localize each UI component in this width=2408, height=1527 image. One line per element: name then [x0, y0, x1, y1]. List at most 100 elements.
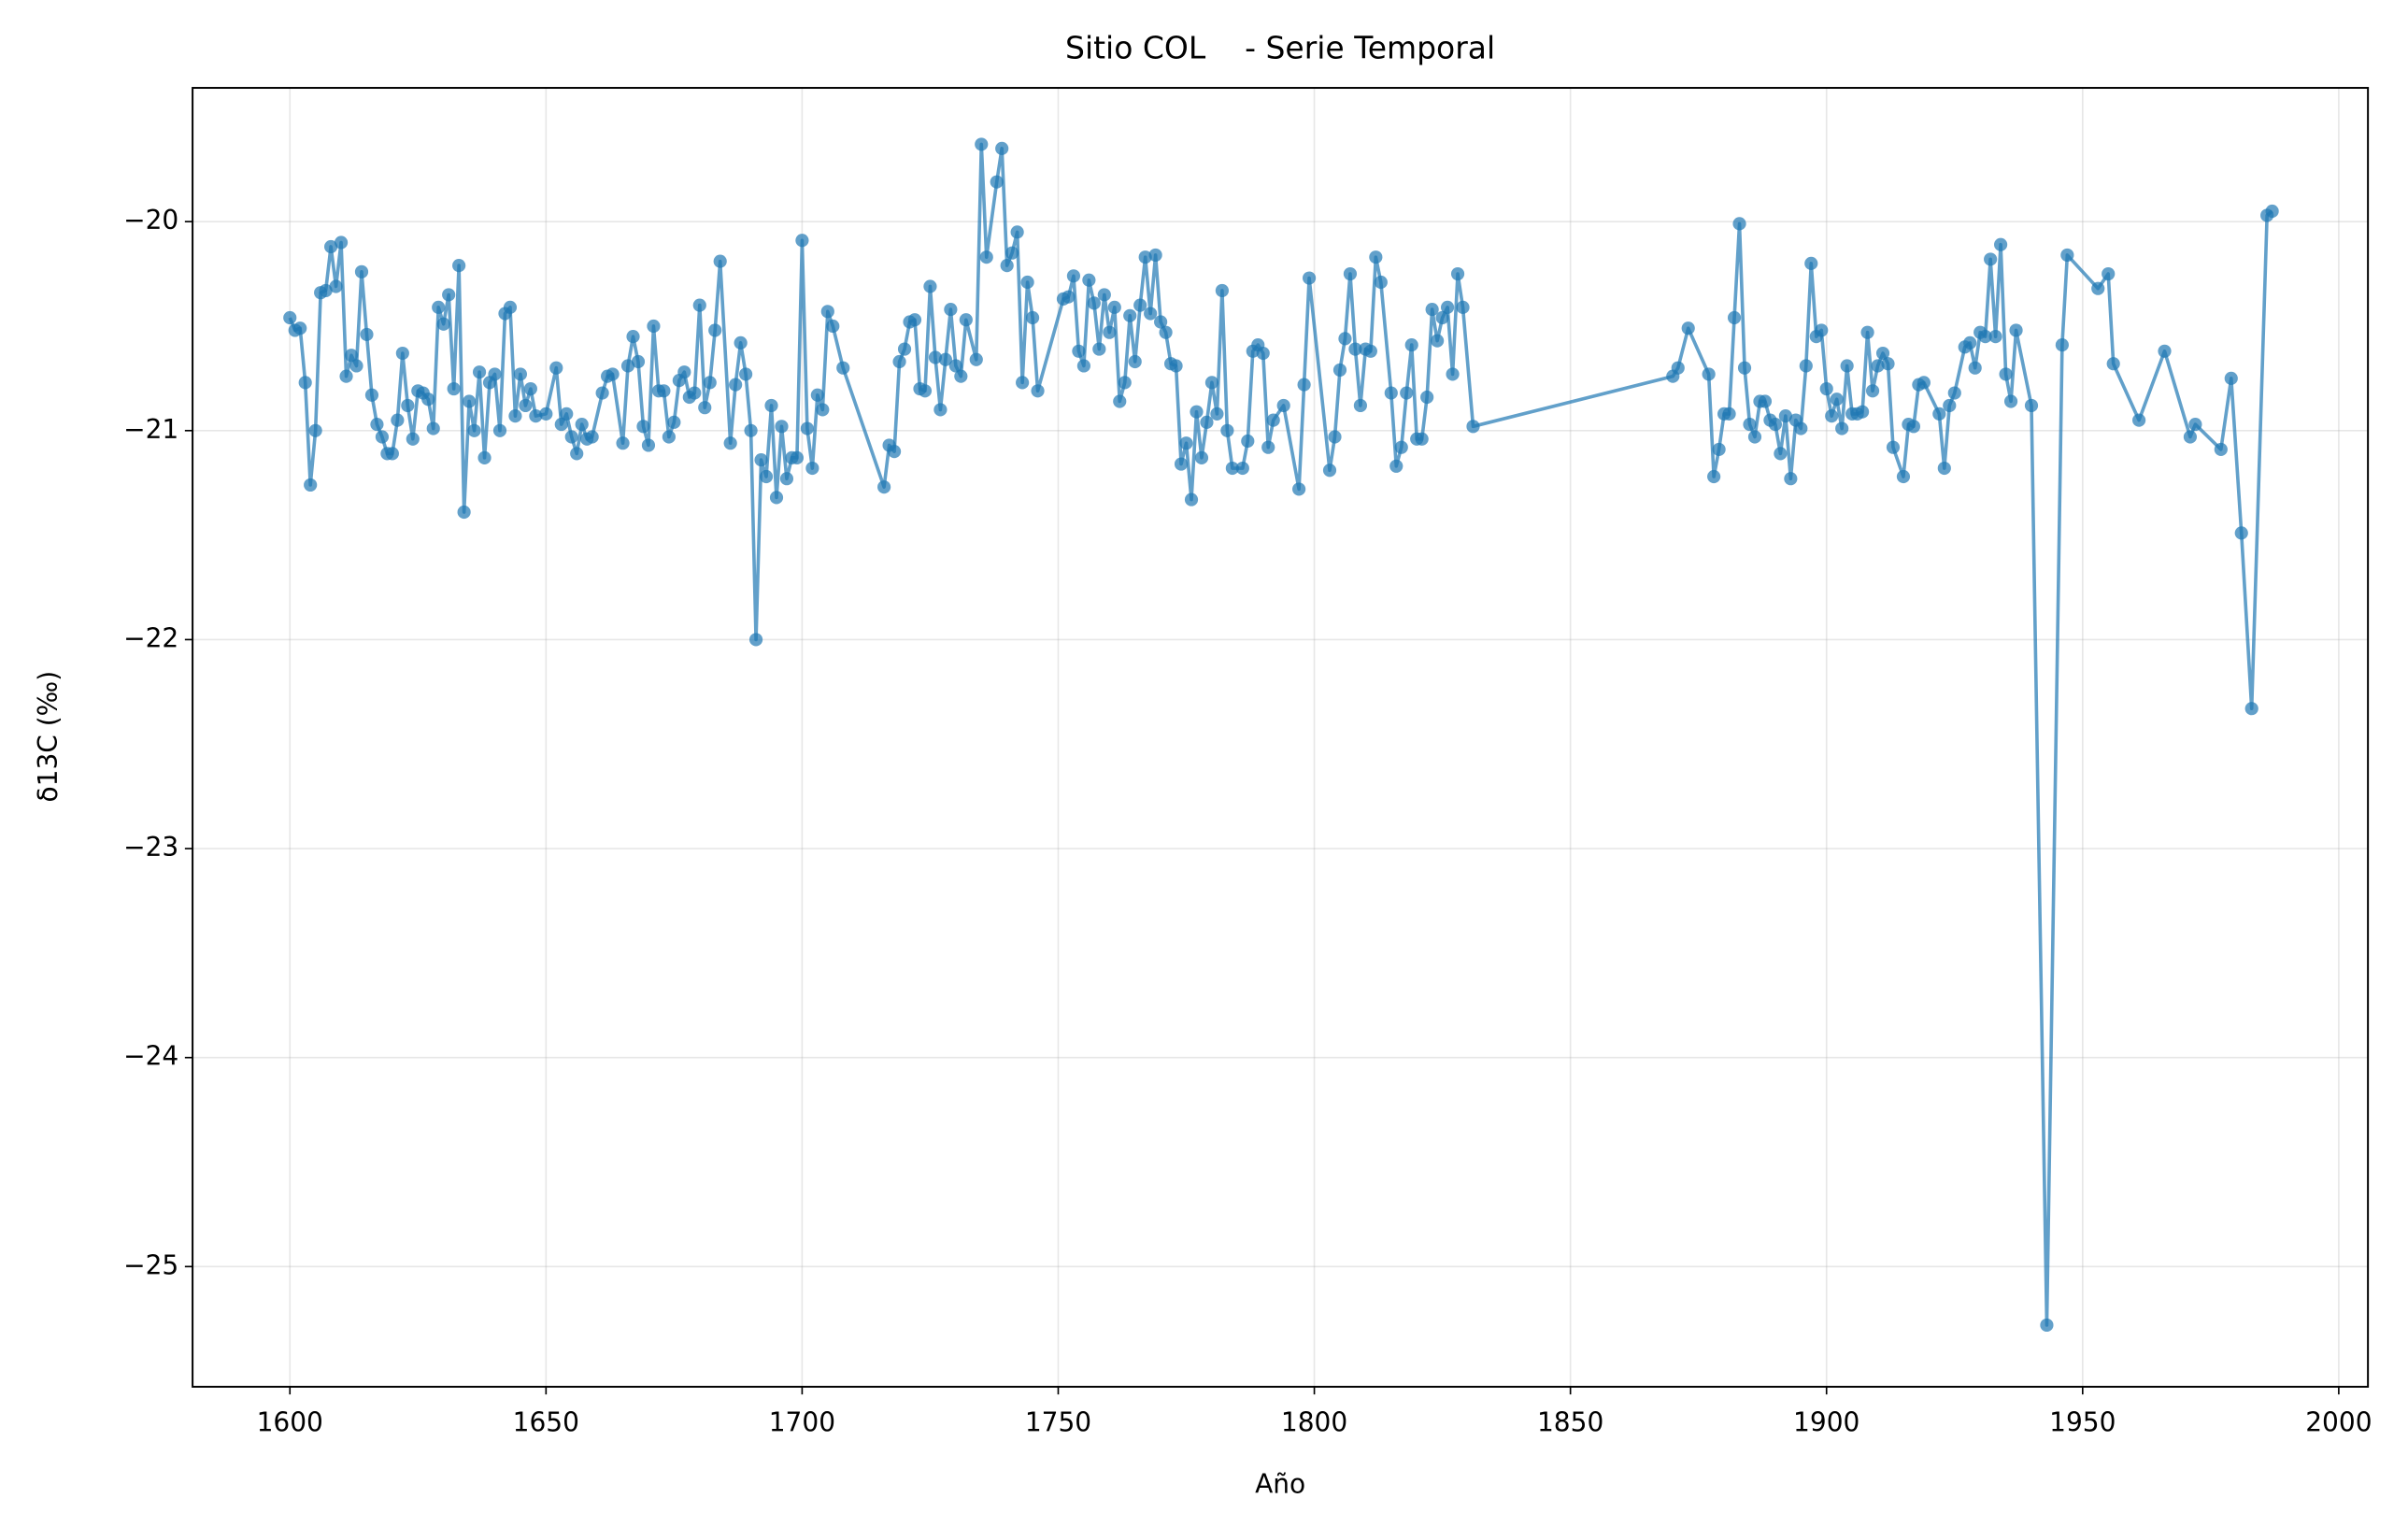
- data-point: [928, 350, 943, 364]
- data-point: [503, 300, 518, 314]
- x-tick-label: 1650: [513, 1406, 579, 1437]
- data-point: [790, 450, 805, 464]
- data-point: [344, 349, 359, 363]
- data-point: [805, 461, 819, 476]
- data-point: [1389, 459, 1403, 473]
- data-point: [667, 415, 681, 429]
- data-point: [1302, 271, 1317, 285]
- data-point: [779, 472, 794, 486]
- data-point: [339, 369, 353, 383]
- data-point: [759, 469, 774, 484]
- x-axis-label: Año: [1255, 1468, 1305, 1499]
- data-point: [1369, 250, 1383, 264]
- data-point: [944, 302, 958, 317]
- data-point: [2158, 344, 2172, 358]
- data-point: [283, 310, 297, 325]
- data-point: [990, 175, 1004, 189]
- data-point: [1332, 363, 1347, 378]
- data-point: [918, 384, 933, 398]
- data-point: [349, 359, 363, 373]
- data-point: [1988, 330, 2002, 344]
- data-point: [1241, 434, 1255, 449]
- data-point: [657, 384, 671, 398]
- data-point: [975, 137, 989, 151]
- data-point: [1875, 346, 1890, 361]
- data-point: [1743, 417, 1757, 432]
- data-point: [1384, 386, 1398, 400]
- data-point: [1856, 405, 1870, 419]
- data-point: [421, 392, 435, 407]
- data-point: [979, 250, 993, 264]
- y-axis-label: δ13C (‰): [33, 671, 64, 803]
- data-point: [892, 354, 906, 369]
- data-point: [626, 330, 640, 344]
- data-point: [370, 417, 384, 432]
- data-point: [620, 359, 635, 373]
- y-tick-label: −24: [123, 1041, 178, 1072]
- data-point: [1425, 302, 1439, 317]
- data-point: [1774, 447, 1788, 461]
- data-point: [1184, 492, 1199, 507]
- data-point: [360, 327, 374, 342]
- x-tick-label: 1700: [769, 1406, 835, 1437]
- data-point: [1815, 323, 1829, 337]
- data-point: [1916, 376, 1931, 390]
- data-point: [2040, 1318, 2054, 1333]
- data-point: [1727, 310, 1742, 325]
- data-point: [1778, 409, 1792, 423]
- x-tick-label: 1950: [2049, 1406, 2116, 1437]
- data-point: [457, 505, 471, 520]
- data-point: [1450, 266, 1465, 281]
- data-point: [1681, 321, 1695, 335]
- data-point: [1431, 334, 1445, 348]
- data-point: [442, 288, 456, 302]
- data-point: [631, 354, 646, 369]
- data-point: [1722, 407, 1736, 421]
- data-point: [1830, 392, 1844, 407]
- data-point: [1190, 405, 1204, 419]
- data-point: [1446, 367, 1460, 381]
- data-point: [1179, 436, 1193, 450]
- data-point: [1328, 430, 1342, 444]
- axes-frame: [192, 87, 2370, 1388]
- data-point: [1943, 398, 1957, 413]
- data-point: [1154, 315, 1168, 329]
- data-point: [636, 420, 650, 434]
- data-point: [1978, 330, 1992, 344]
- data-point: [529, 409, 543, 423]
- data-point: [1256, 346, 1270, 361]
- data-point: [554, 417, 568, 432]
- data-point: [1963, 335, 1977, 350]
- data-point: [467, 423, 481, 437]
- data-point: [1860, 325, 1874, 339]
- chart-title: Sitio COL - Serie Temporal: [1065, 29, 1495, 65]
- data-point: [2132, 413, 2146, 427]
- data-point: [606, 367, 620, 381]
- data-point: [2234, 526, 2248, 540]
- data-point: [677, 365, 691, 379]
- data-point: [508, 409, 522, 423]
- data-point: [549, 361, 563, 375]
- data-point: [1092, 342, 1106, 356]
- data-point: [933, 403, 948, 417]
- data-point: [1712, 442, 1726, 457]
- data-point: [1840, 359, 1854, 373]
- data-point: [1107, 300, 1121, 314]
- data-point: [698, 401, 712, 415]
- data-point: [585, 430, 599, 444]
- data-point: [754, 453, 768, 467]
- data-point: [734, 335, 748, 350]
- data-point: [1394, 440, 1408, 454]
- data-point: [1010, 225, 1024, 239]
- plot-area: [192, 88, 2369, 1387]
- data-point: [1292, 482, 1306, 496]
- data-point: [1758, 394, 1773, 408]
- data-point: [744, 423, 758, 437]
- data-point: [1435, 310, 1449, 325]
- data-point: [907, 313, 922, 327]
- data-point: [426, 421, 440, 435]
- data-point: [1031, 384, 1045, 398]
